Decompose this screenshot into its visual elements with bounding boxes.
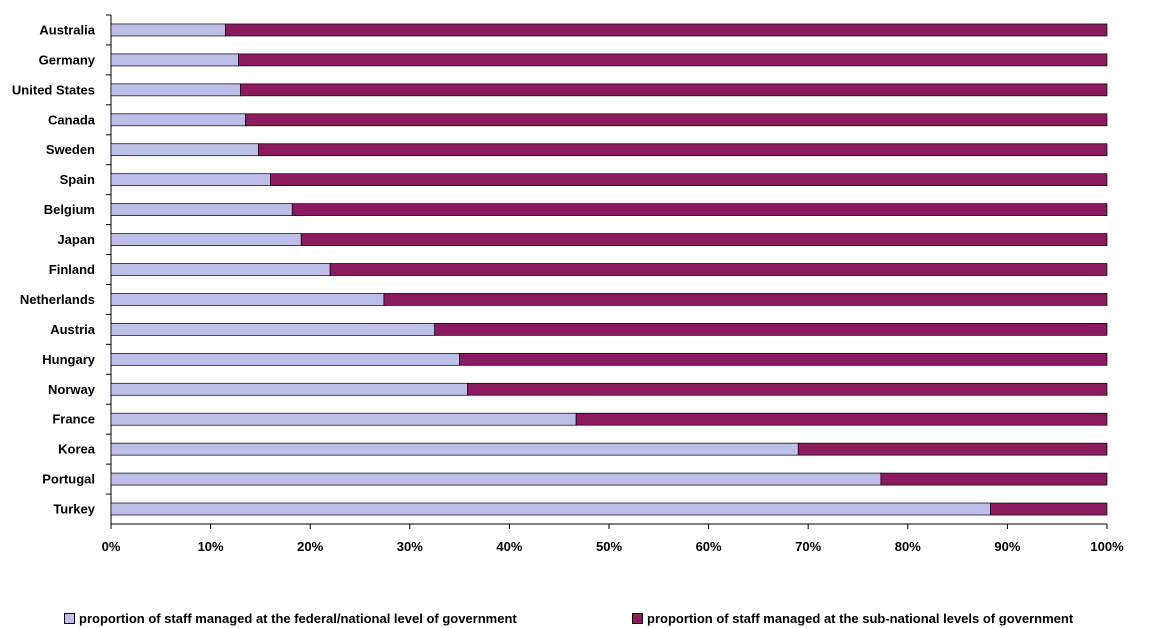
bar-segment-federal [110, 293, 385, 306]
bar-segment-subnational [459, 352, 1108, 366]
bar-segment-subnational [240, 83, 1108, 97]
category-label: Austria [50, 322, 96, 337]
x-tick-label: 70% [795, 539, 821, 554]
category-label: United States [12, 82, 95, 97]
stacked-bar-chart: 0% 10% 20% 30% 40% 50% 60% 70% 80% 90% 100% Austral… [12, 14, 1124, 554]
category-label: Sweden [46, 142, 95, 157]
bar-segment-federal [110, 442, 799, 456]
category-label: Portugal [42, 472, 95, 487]
bar-segment-federal [110, 352, 460, 366]
x-tick-label: 40% [496, 539, 522, 554]
bar-segment-subnational [880, 472, 1108, 486]
x-tick-label: 20% [297, 539, 323, 554]
bar-segment-subnational [990, 502, 1108, 516]
bar-segment-subnational [797, 442, 1108, 456]
x-tick-label: 100% [1090, 539, 1124, 554]
category-label: Australia [39, 22, 95, 37]
bar-segment-subnational [270, 173, 1108, 187]
x-tick-label: 60% [696, 539, 722, 554]
bar-segment-federal [110, 23, 226, 37]
bar-segment-subnational [225, 23, 1108, 37]
category-label: Netherlands [20, 292, 95, 307]
x-tick-label: 0% [102, 539, 121, 554]
bar-segment-federal [110, 143, 259, 157]
legend-item-federal: proportion of staff managed at the feder… [64, 611, 517, 626]
category-label: Korea [58, 442, 96, 457]
category-label: Spain [60, 172, 95, 187]
category-label: Belgium [44, 202, 95, 217]
x-tick-label: 30% [397, 539, 423, 554]
bar-segment-subnational [291, 203, 1108, 216]
legend-swatch-subnational [632, 613, 643, 624]
bar-segment-federal [110, 113, 246, 127]
bar-segment-subnational [467, 382, 1108, 396]
bar-segment-federal [110, 502, 991, 516]
bar-segment-federal [110, 53, 239, 67]
bar-segment-federal [110, 173, 271, 187]
bar-segment-federal [110, 382, 468, 396]
legend-label-subnational: proportion of staff managed at the sub-n… [647, 611, 1074, 626]
legend-item-subnational: proportion of staff managed at the sub-n… [632, 611, 1073, 626]
category-label: France [52, 412, 95, 427]
x-tick-label: 80% [895, 539, 921, 554]
bar-segment-subnational [245, 113, 1108, 127]
x-tick-label: 10% [198, 539, 224, 554]
bar-segment-federal [110, 203, 293, 216]
category-label: Turkey [53, 502, 95, 517]
bar-segment-federal [110, 233, 302, 246]
bar-segment-subnational [329, 263, 1108, 276]
bar-segment-federal [110, 412, 577, 426]
bar-segment-subnational [238, 53, 1108, 67]
x-tick-label: 90% [994, 539, 1020, 554]
category-label: Finland [49, 262, 95, 277]
bar-segment-federal [110, 323, 436, 336]
bar-segment-federal [110, 263, 331, 276]
bar-segment-subnational [258, 143, 1108, 157]
bar-segment-subnational [383, 293, 1108, 306]
category-label: Norway [48, 382, 96, 397]
bar-segment-subnational [434, 323, 1108, 336]
legend-swatch-federal [64, 613, 75, 624]
category-label: Japan [57, 232, 95, 247]
legend: proportion of staff managed at the feder… [0, 604, 1153, 628]
bar-segment-subnational [300, 233, 1108, 246]
category-label: Hungary [42, 352, 96, 367]
x-tick-label: 50% [596, 539, 622, 554]
bar-segment-federal [110, 472, 882, 486]
legend-label-federal: proportion of staff managed at the feder… [79, 611, 517, 626]
bar-segment-subnational [575, 412, 1108, 426]
category-label: Canada [48, 112, 96, 127]
category-label: Germany [39, 52, 96, 67]
bar-segment-federal [110, 83, 241, 97]
